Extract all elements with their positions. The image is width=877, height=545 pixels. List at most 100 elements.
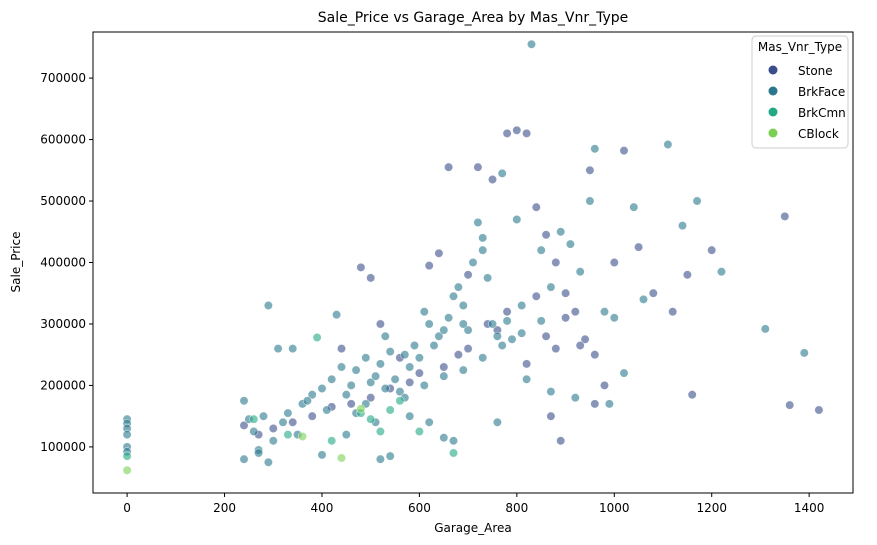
x-tick-label-1200: 1200 (696, 501, 727, 515)
data-point-stone-44 (405, 377, 415, 387)
data-point-stone-55 (561, 313, 571, 323)
data-point-brkface-80 (317, 450, 327, 460)
data-point-brkface-65 (599, 307, 609, 317)
x-tick-label-1400: 1400 (794, 501, 825, 515)
data-point-stone-26 (668, 307, 678, 317)
data-point-brkface-26 (371, 371, 381, 381)
data-point-stone-19 (580, 334, 590, 344)
data-point-brkface-47 (473, 218, 483, 228)
data-point-brkface-42 (448, 291, 458, 301)
data-point-brkface-10 (258, 411, 268, 421)
data-point-brkface-38 (429, 340, 439, 350)
y-axis-title: Sale_Price (9, 232, 23, 293)
data-point-brkface-92 (546, 387, 556, 397)
data-point-brkface-51 (492, 331, 502, 341)
data-point-brkface-43 (453, 282, 463, 292)
data-point-brkface-73 (716, 267, 726, 277)
data-point-cblock-2 (356, 404, 366, 414)
data-point-brkface-25 (366, 377, 376, 387)
data-point-brkface-87 (448, 436, 458, 446)
data-point-brkface-14 (278, 417, 288, 427)
data-point-brkcmn-1 (249, 414, 259, 424)
data-point-brkface-103 (439, 371, 449, 381)
data-point-stone-53 (239, 420, 249, 430)
data-point-stone-49 (307, 411, 317, 421)
data-point-cblock-1 (336, 453, 346, 463)
data-point-stone-41 (453, 350, 463, 360)
data-point-stone-28 (687, 390, 697, 400)
data-point-brkface-32 (400, 350, 410, 360)
data-point-stone-24 (634, 242, 644, 252)
data-point-brkface-58 (536, 245, 546, 255)
data-point-stone-43 (414, 368, 424, 378)
data-point-brkface-72 (692, 196, 702, 206)
data-point-brkface-11 (263, 300, 273, 310)
data-point-brkface-89 (478, 233, 488, 243)
data-point-stone-13 (522, 128, 532, 138)
data-point-stone-8 (463, 270, 473, 280)
data-point-stone-16 (551, 257, 561, 267)
data-point-brkface-33 (405, 362, 415, 372)
data-point-brkcmn-9 (448, 448, 458, 458)
data-point-stone-3 (375, 319, 385, 329)
data-point-brkface-64 (590, 144, 600, 154)
data-point-brkface-23 (351, 365, 361, 375)
data-point-brkface-82 (375, 454, 385, 464)
legend: Mas_Vnr_Type Stone BrkFace BrkCmn CBlock (751, 35, 849, 149)
data-point-brkface-28 (380, 331, 390, 341)
data-point-brkface-68 (629, 202, 639, 212)
data-point-brkface-18 (317, 383, 327, 393)
data-point-stone-9 (473, 162, 483, 172)
data-point-stone-6 (434, 248, 444, 258)
data-point-brkcmn-10 (395, 396, 405, 406)
data-point-brkface-59 (546, 282, 556, 292)
data-point-stone-56 (575, 340, 585, 350)
data-point-stone-47 (346, 399, 356, 409)
data-point-brkface-74 (760, 324, 770, 334)
data-point-stone-31 (785, 400, 795, 410)
data-point-brkface-81 (341, 430, 351, 440)
data-point-brkface-98 (341, 390, 351, 400)
data-point-brkface-31 (395, 387, 405, 397)
data-point-brkface-91 (522, 374, 532, 384)
data-point-brkface-97 (322, 405, 332, 415)
data-point-stone-29 (707, 245, 717, 255)
legend-title: Mas_Vnr_Type (758, 40, 842, 54)
data-point-stone-10 (487, 175, 497, 185)
data-point-brkface-36 (419, 307, 429, 317)
data-point-brkface-106 (497, 340, 507, 350)
data-point-stone-59 (556, 436, 566, 446)
data-point-brkface-21 (336, 362, 346, 372)
data-point-brkcmn-0 (122, 451, 132, 461)
data-point-brkface-30 (390, 374, 400, 384)
data-point-stone-34 (551, 344, 561, 354)
data-point-brkface-55 (512, 215, 522, 225)
data-point-brkface-96 (302, 396, 312, 406)
data-point-brkface-88 (458, 319, 468, 329)
data-point-brkface-104 (458, 365, 468, 375)
chart-title: Sale_Price vs Garage_Area by Mas_Vnr_Typ… (318, 10, 628, 26)
legend-label-cblock: CBlock (798, 127, 839, 141)
data-point-stone-36 (522, 359, 532, 369)
data-point-brkface-84 (405, 411, 415, 421)
legend-marker-brkcmn (768, 107, 778, 117)
data-point-brkface-67 (619, 368, 629, 378)
data-point-brkface-107 (517, 328, 527, 338)
data-point-brkface-62 (575, 267, 585, 277)
data-point-brkface-19 (327, 374, 337, 384)
data-point-brkface-61 (565, 239, 575, 249)
data-point-stone-50 (288, 417, 298, 427)
data-point-brkface-70 (663, 140, 673, 150)
data-point-brkface-57 (526, 39, 536, 49)
data-point-brkface-63 (585, 196, 595, 206)
legend-marker-cblock (768, 128, 778, 138)
data-point-cblock-0 (122, 465, 132, 475)
data-point-stone-18 (570, 307, 580, 317)
data-point-brkface-56 (517, 300, 527, 310)
x-tick-label-600: 600 (408, 501, 431, 515)
data-point-stone-25 (648, 288, 658, 298)
legend-box (751, 35, 849, 149)
data-point-stone-46 (366, 393, 376, 403)
data-point-brkface-27 (375, 359, 385, 369)
data-point-brkface-20 (332, 310, 342, 320)
